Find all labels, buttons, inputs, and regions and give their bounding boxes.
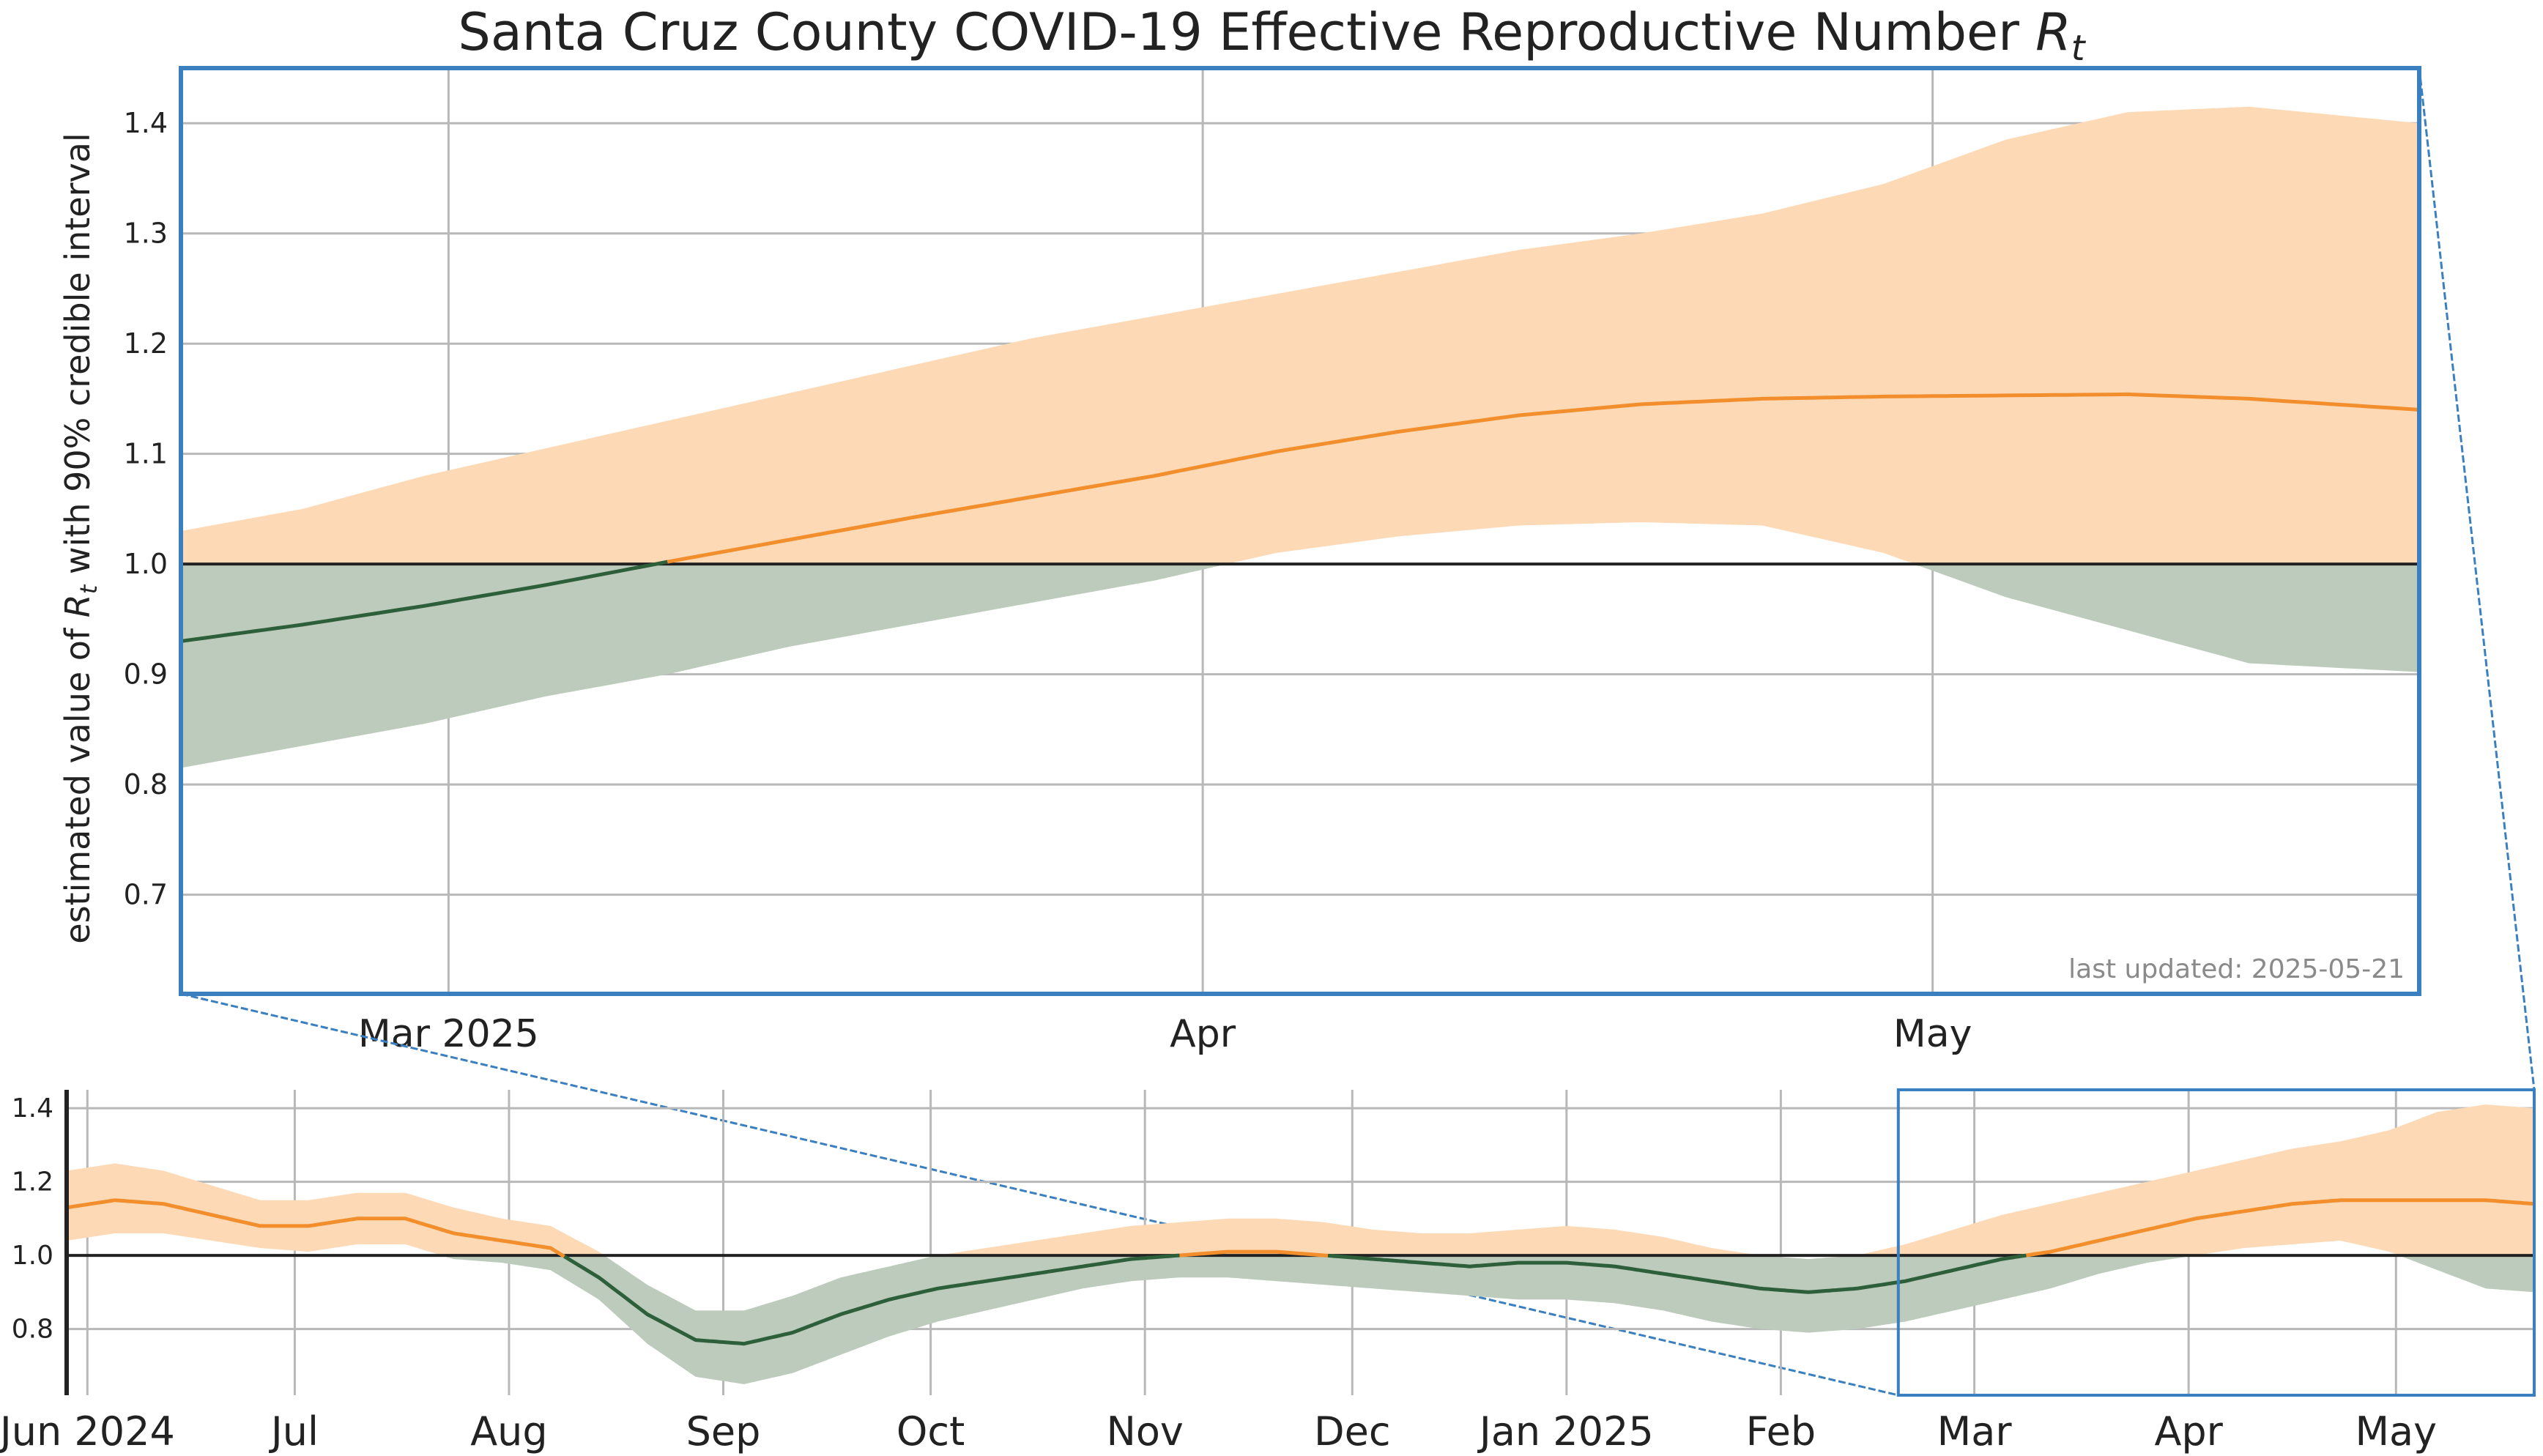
main-chart: 0.7 0.8 0.9 1.0 1.1 1.2 1.3 1.4 Mar 2025 Apr May l… [58,66,2421,1056]
main-credible-bands [181,106,2419,768]
x-tick-label: Mar [1937,1408,2013,1455]
x-tick-label: Jul [269,1408,319,1455]
x-tick-label: Sep [686,1408,761,1455]
y-tick-label: 0.8 [12,1315,53,1345]
estimate-line-above-1 [67,1198,565,1258]
x-tick-label: May [1893,1012,1972,1056]
main-plot-frame [179,66,2421,996]
x-tick-label: Feb [1746,1408,1816,1455]
x-tick-label: Apr [2154,1408,2223,1455]
x-tick-label: Apr [1170,1012,1236,1056]
chart-title: Santa Cruz County COVID-19 Effective Rep… [458,2,2086,69]
y-tick-label: 1.2 [124,327,168,360]
estimate-line-above-1 [2026,1198,2534,1258]
above-1-credible-band [181,106,2419,565]
overview-credible-bands [67,1104,2534,1384]
x-tick-label: Aug [470,1408,547,1455]
estimate-line-above-1 [667,392,2419,564]
x-tick-label: Oct [896,1408,965,1455]
overview-chart: 0.8 1.0 1.2 1.4 Jun 2024 Jul Aug Sep Oct Nov Dec Ja… [0,1088,2536,1455]
y-tick-label: 1.3 [124,218,168,250]
zoom-window-box [1896,1088,2536,1397]
y-tick-label: 1.2 [12,1167,53,1197]
estimate-line-below-1 [181,560,668,643]
overview-tick-labels: 0.8 1.0 1.2 1.4 Jun 2024 Jul Aug Sep Oct Nov Dec Ja… [0,1093,2437,1455]
y-tick-label: 1.1 [124,438,168,470]
estimate-line-below-1 [563,1253,1180,1346]
y-tick-label: 1.4 [12,1093,53,1123]
x-tick-label: Dec [1314,1408,1391,1455]
y-axis-label: estimated value of Rt with 90% credible … [58,133,103,943]
y-tick-label: 0.7 [124,879,168,911]
x-tick-label: May [2355,1408,2437,1455]
x-tick-label: Nov [1106,1408,1183,1455]
above-1-credible-band [67,1104,2534,1256]
y-tick-label: 0.8 [124,768,168,801]
below-1-credible-band [181,564,2419,768]
overview-estimate-lines [67,1198,2534,1346]
estimate-line-above-1 [1179,1249,1329,1258]
main-tick-labels: 0.7 0.8 0.9 1.0 1.1 1.2 1.3 1.4 Mar 2025 Apr May [124,107,1972,1056]
last-updated-annotation: last updated: 2025-05-21 [2068,954,2405,984]
y-tick-label: 1.4 [124,107,168,139]
x-tick-label: Jan 2025 [1477,1408,1654,1455]
y-tick-label: 0.9 [124,658,168,691]
estimate-line-below-1 [1327,1253,2027,1294]
y-tick-label: 1.0 [124,548,168,580]
below-1-credible-band [67,1255,2534,1384]
x-tick-label: Mar 2025 [358,1012,539,1056]
y-tick-label: 1.0 [12,1241,53,1271]
main-estimate-lines [181,392,2419,643]
x-tick-label: Jun 2024 [0,1408,175,1455]
connector-line-right [2418,67,2536,1091]
connector-line-left [180,992,1899,1397]
